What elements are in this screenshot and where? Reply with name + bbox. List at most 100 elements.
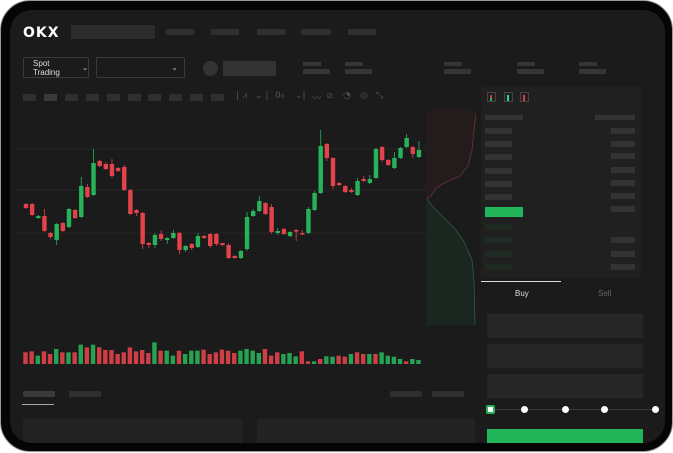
slider-step[interactable]: [562, 406, 569, 413]
nav-item[interactable]: [211, 29, 239, 35]
candle-body: [361, 179, 366, 181]
timeframe-button[interactable]: [107, 94, 120, 101]
timeframe-button[interactable]: [169, 94, 182, 101]
amount-input[interactable]: [487, 344, 643, 368]
orderbook-bids-icon[interactable]: [504, 92, 513, 102]
volume-bar: [293, 356, 298, 364]
candle-body: [183, 246, 188, 250]
volume-bar: [121, 352, 126, 364]
orderbook-header-amount: [595, 115, 635, 120]
slider-step[interactable]: [601, 406, 608, 413]
volume-bar: [250, 350, 255, 364]
pair-icon: [203, 61, 218, 76]
candle-body: [373, 149, 379, 178]
candle-body: [42, 216, 47, 231]
candle-body: [318, 146, 323, 193]
volume-bar: [96, 347, 102, 364]
orderbook-header-price: [485, 115, 523, 120]
depth-bids-line: [426, 197, 476, 325]
buy-button[interactable]: [487, 429, 643, 443]
candle-body: [392, 158, 397, 168]
volume-bar: [109, 350, 114, 364]
chevron-down-icon[interactable]: ⌄|: [295, 91, 306, 101]
depth-asks-area: [426, 110, 476, 198]
nav-item[interactable]: [301, 29, 331, 35]
timeframe-button[interactable]: [128, 94, 141, 101]
slider-step[interactable]: [652, 406, 659, 413]
candle-body: [404, 138, 409, 147]
camera-icon[interactable]: ◔: [343, 91, 351, 101]
bottom-filter[interactable]: [390, 391, 422, 397]
candle-body: [263, 203, 268, 214]
timeframe-button[interactable]: [211, 94, 224, 101]
candle-body: [23, 204, 29, 208]
ask-amount: [611, 206, 635, 212]
bottom-filter[interactable]: [432, 391, 464, 397]
candle-body: [122, 167, 127, 190]
timeframe-button[interactable]: [44, 94, 57, 101]
volume-bar: [281, 354, 286, 364]
volume-bar: [115, 354, 120, 364]
nav-item[interactable]: [257, 29, 286, 35]
candlestick-chart[interactable]: [10, 10, 430, 380]
candle-body: [232, 256, 237, 258]
trend-icon[interactable]: 〰: [312, 94, 322, 104]
bottom-tab-history[interactable]: [69, 391, 101, 397]
slider-handle[interactable]: [486, 405, 495, 414]
candle-body: [109, 164, 115, 176]
chart-type-icon[interactable]: | ⩘: [236, 91, 247, 101]
volume-bar: [238, 350, 243, 364]
candle-body: [214, 234, 219, 244]
candle-body: [238, 251, 244, 258]
timeframe-button[interactable]: [65, 94, 78, 101]
bid-amount: [611, 251, 635, 257]
nav-item[interactable]: [166, 29, 194, 35]
candle-body: [201, 236, 207, 238]
candle-body: [195, 236, 201, 247]
okx-logo: OKX: [23, 25, 60, 41]
orderbook-asks-icon[interactable]: [520, 92, 529, 102]
drawing-line-icon[interactable]: 0₀: [275, 91, 285, 101]
chevron-down-icon: ⌄: [171, 63, 178, 72]
candle-body: [115, 168, 121, 171]
total-input[interactable]: [487, 374, 643, 398]
pair-selector-dropdown[interactable]: ⌄: [96, 57, 185, 78]
slider-step[interactable]: [521, 406, 528, 413]
ruler-icon[interactable]: ⧄: [327, 91, 333, 101]
candle-body: [250, 211, 256, 216]
volume-bar: [66, 352, 71, 364]
fullscreen-icon[interactable]: ⤡: [376, 91, 384, 101]
timeframe-button[interactable]: [86, 94, 99, 101]
depth-bids-area: [426, 198, 475, 325]
candle-body: [300, 233, 305, 235]
order-tab-underline: [481, 281, 561, 282]
timeframe-button[interactable]: [190, 94, 203, 101]
trading-mode-dropdown[interactable]: Spot Trading ⌄: [23, 57, 89, 78]
candle-body: [257, 201, 262, 211]
volume-bar: [348, 354, 354, 364]
depth-chart: [426, 110, 476, 325]
search-bar[interactable]: [71, 25, 155, 39]
timeframe-button[interactable]: [23, 94, 36, 101]
candle-body: [146, 243, 151, 245]
indicator-icon[interactable]: ⌄ |: [255, 91, 269, 101]
timeframe-button[interactable]: [148, 94, 161, 101]
volume-bar: [35, 355, 40, 364]
price-input[interactable]: [487, 314, 643, 338]
volume-bar: [103, 350, 108, 364]
volume-bar: [60, 352, 65, 364]
candle-body: [36, 216, 41, 218]
bottom-tab-open-orders[interactable]: [23, 391, 55, 397]
ask-price: [485, 181, 512, 187]
orderbook-both-icon[interactable]: [487, 92, 496, 102]
nav-item[interactable]: [348, 29, 376, 35]
settings-circle-icon[interactable]: ◎: [360, 91, 368, 101]
volume-bar: [78, 344, 83, 364]
buy-tab[interactable]: Buy: [515, 289, 529, 298]
volume-bar: [201, 349, 206, 364]
volume-bar: [182, 354, 188, 364]
sell-tab[interactable]: Sell: [598, 289, 612, 298]
volume-bar: [361, 354, 366, 364]
slider-track[interactable]: [491, 409, 656, 410]
bid-price: [485, 224, 512, 230]
